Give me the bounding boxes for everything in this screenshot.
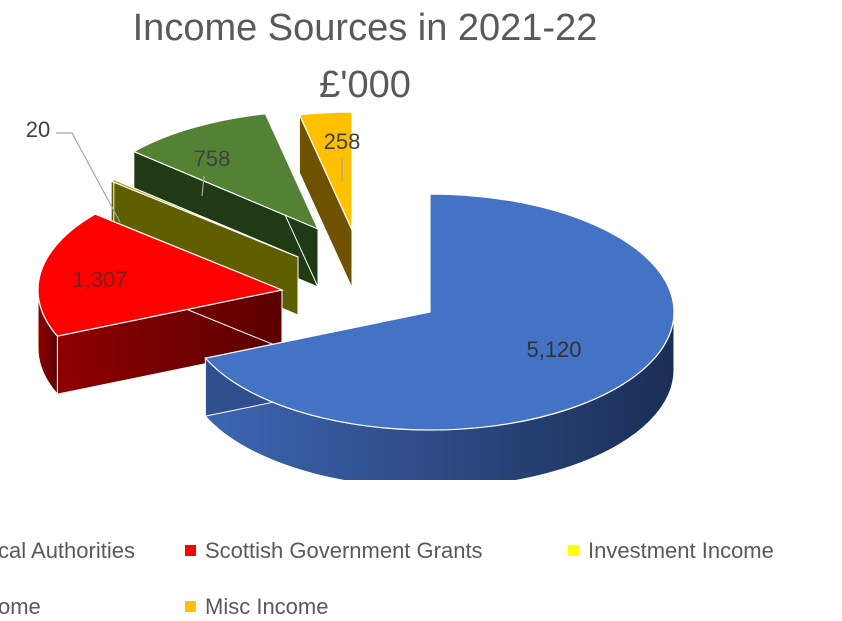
data-label-3: 758 bbox=[194, 146, 231, 171]
data-label-0: 5,120 bbox=[526, 337, 581, 362]
legend-swatch-2 bbox=[568, 545, 579, 556]
legend-label-3: ome bbox=[0, 594, 41, 619]
chart-subtitle: £'000 bbox=[319, 64, 411, 106]
chart-title: Income Sources in 2021-22 bbox=[132, 7, 598, 49]
legend-row-2: ome Misc Income bbox=[0, 593, 840, 621]
legend-row-1: cal Authorities Scottish Government Gran… bbox=[0, 537, 840, 565]
legend-label-0: cal Authorities bbox=[0, 538, 135, 563]
legend-swatch-1 bbox=[185, 545, 196, 556]
legend-item-1: Scottish Government Grants bbox=[185, 537, 483, 565]
legend-item-3: ome bbox=[0, 593, 41, 621]
slice-1 bbox=[37, 213, 285, 396]
pie-chart: 5,120 1,307 20 758 258 bbox=[26, 111, 675, 480]
legend-label-4: Misc Income bbox=[205, 594, 329, 619]
legend-label-2: Investment Income bbox=[588, 538, 774, 563]
data-label-4: 258 bbox=[324, 129, 361, 154]
legend-item-4: Misc Income bbox=[185, 593, 328, 621]
data-label-2: 20 bbox=[26, 117, 50, 142]
slice-top-4 bbox=[298, 111, 353, 231]
slice-top-0 bbox=[204, 193, 675, 431]
slice-0 bbox=[204, 193, 675, 480]
legend-item-0: cal Authorities bbox=[0, 537, 135, 565]
leader-line-2 bbox=[56, 132, 121, 223]
slice-top-2 bbox=[109, 178, 299, 258]
slice-top-3 bbox=[132, 113, 320, 231]
legend-label-1: Scottish Government Grants bbox=[205, 538, 483, 563]
legend-item-2: Investment Income bbox=[568, 537, 774, 565]
slice-top-1 bbox=[37, 213, 285, 337]
data-label-1: 1,307 bbox=[72, 267, 127, 292]
legend-swatch-4 bbox=[185, 601, 196, 612]
slice-4 bbox=[298, 111, 353, 289]
leader-line-3 bbox=[201, 175, 205, 197]
